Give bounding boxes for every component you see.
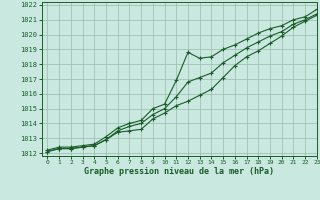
X-axis label: Graphe pression niveau de la mer (hPa): Graphe pression niveau de la mer (hPa) (84, 167, 274, 176)
